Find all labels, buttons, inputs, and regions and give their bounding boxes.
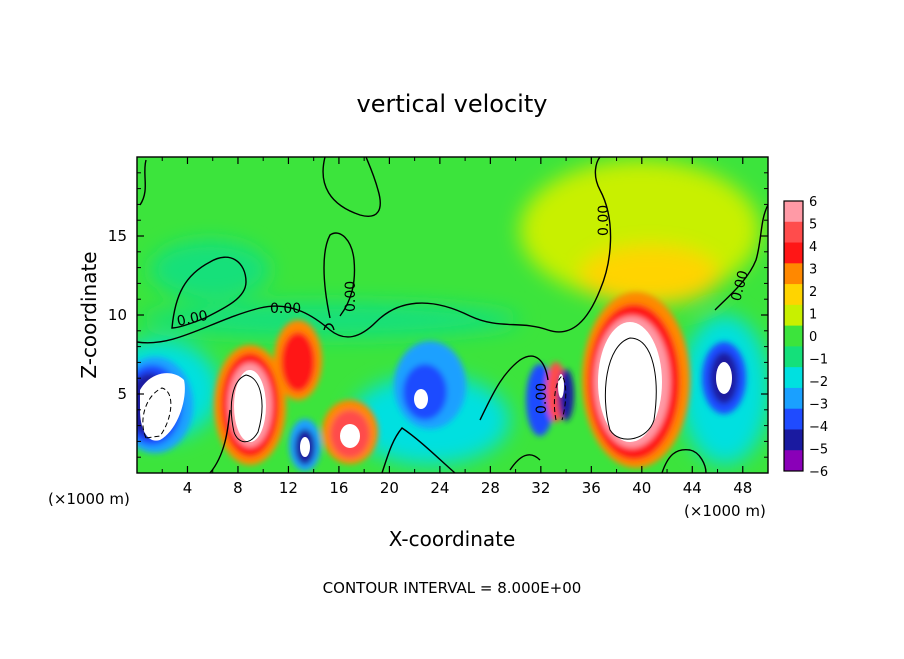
contour-label: 0.00: [343, 281, 359, 312]
soft-cyan-band: [140, 302, 520, 338]
colorbar-frame: [783, 200, 804, 472]
colorbar-swatch: [784, 408, 803, 430]
soft-yellow-core: [580, 245, 720, 305]
x-tick-label: 28: [481, 479, 500, 497]
contour-line: [509, 454, 541, 471]
contour-line: [139, 159, 147, 206]
colorbar-label: 1: [809, 308, 817, 323]
contour-label: 0.00: [176, 308, 210, 330]
contour-line: [322, 157, 381, 217]
x-tick-label: 44: [683, 479, 702, 497]
x-unit-right: (×1000 m): [684, 502, 766, 520]
x-tick-label: 48: [733, 479, 752, 497]
contour-line: [142, 387, 172, 439]
colorbar-label: −5: [809, 443, 828, 458]
colorbar-label: −2: [809, 375, 828, 390]
y-tick-label: 10: [108, 306, 127, 324]
contour-interval-note: CONTOUR INTERVAL = 8.000E+00: [323, 579, 582, 597]
y-tick-label: 5: [117, 385, 127, 403]
colorbar-swatch: [784, 284, 803, 306]
colorbar-label: 4: [809, 240, 817, 255]
core-left: [140, 373, 185, 441]
y-axis: 5 10 15: [108, 172, 768, 458]
colorbar-swatch: [784, 429, 803, 451]
contour-line: [137, 157, 612, 344]
core-down34: [558, 374, 564, 398]
colorbar-label: 6: [809, 195, 817, 210]
core-down22: [414, 389, 428, 409]
contour-line: [323, 232, 356, 319]
x-unit-left: (×1000 m): [48, 490, 130, 508]
contour-label: 0.00: [596, 205, 612, 236]
colorbar-swatch: [784, 221, 803, 244]
core-down13: [300, 437, 310, 457]
colorbar-swatch: [784, 263, 803, 285]
plot-area: 0.00 0.00 0.00 0.00 0.00 0.00: [137, 157, 768, 473]
y-axis-title: Z-coordinate: [77, 251, 101, 378]
colorbar-label: 3: [809, 263, 817, 278]
contour-line: [479, 355, 549, 421]
colorbar-swatch: [784, 450, 803, 472]
core-down46: [716, 362, 732, 394]
x-tick-label: 8: [233, 479, 243, 497]
cell-up12-inner: [281, 332, 315, 392]
contour-labels: 0.00 0.00 0.00 0.00 0.00 0.00: [176, 205, 752, 414]
colorbar-swatch: [784, 346, 803, 368]
colorbar-label: −6: [809, 465, 828, 480]
contour-line: [323, 323, 335, 331]
colorbar-label: −1: [809, 353, 828, 368]
colorbar-swatch: [784, 367, 803, 389]
soft-green-left: [150, 240, 270, 300]
colorbar-swatch: [784, 242, 803, 264]
x-tick-label: 16: [329, 479, 348, 497]
colorbar-swatch: [784, 304, 803, 327]
colorbar-label: 5: [809, 218, 817, 233]
colorbar-label: −4: [809, 420, 828, 435]
contour-line: [381, 427, 456, 473]
contour-lines: [137, 157, 768, 473]
x-axis-title: X-coordinate: [389, 527, 516, 551]
contour-line: [604, 337, 657, 440]
contour-line: [171, 256, 247, 329]
colorbar-label: 2: [809, 285, 817, 300]
contour-line: [714, 204, 768, 311]
x-tick-label: 40: [632, 479, 651, 497]
y-tick-label: 15: [108, 227, 127, 245]
contour-line: [661, 448, 707, 473]
colorbar-swatch: [784, 387, 803, 410]
x-tick-label: 36: [582, 479, 601, 497]
contour-label: 0.00: [534, 383, 550, 414]
contour-line: [209, 409, 231, 473]
contour-line: [230, 374, 263, 443]
contour-label: 0.00: [270, 301, 301, 317]
x-tick-label: 24: [430, 479, 449, 497]
x-tick-label: 4: [183, 479, 193, 497]
chart-title: vertical velocity: [357, 90, 548, 118]
x-tick-label: 12: [279, 479, 298, 497]
colorbar-label: −3: [809, 398, 828, 413]
x-tick-label: 32: [531, 479, 550, 497]
colorbar: 6 5 4 3 2 1 0 −1 −2 −3 −4 −5 −6: [783, 195, 828, 480]
contour-line: [553, 375, 567, 421]
core-up17: [340, 424, 360, 448]
x-tick-label: 20: [380, 479, 399, 497]
colorbar-swatch: [784, 201, 803, 223]
colorbar-label: 0: [809, 330, 817, 345]
core-up9: [234, 370, 266, 442]
x-axis: 4 8 12 16 20 24 28 32 36 40 44 48: [161, 157, 752, 497]
colorbar-swatch: [784, 325, 803, 347]
contour-label: 0.00: [728, 269, 752, 303]
